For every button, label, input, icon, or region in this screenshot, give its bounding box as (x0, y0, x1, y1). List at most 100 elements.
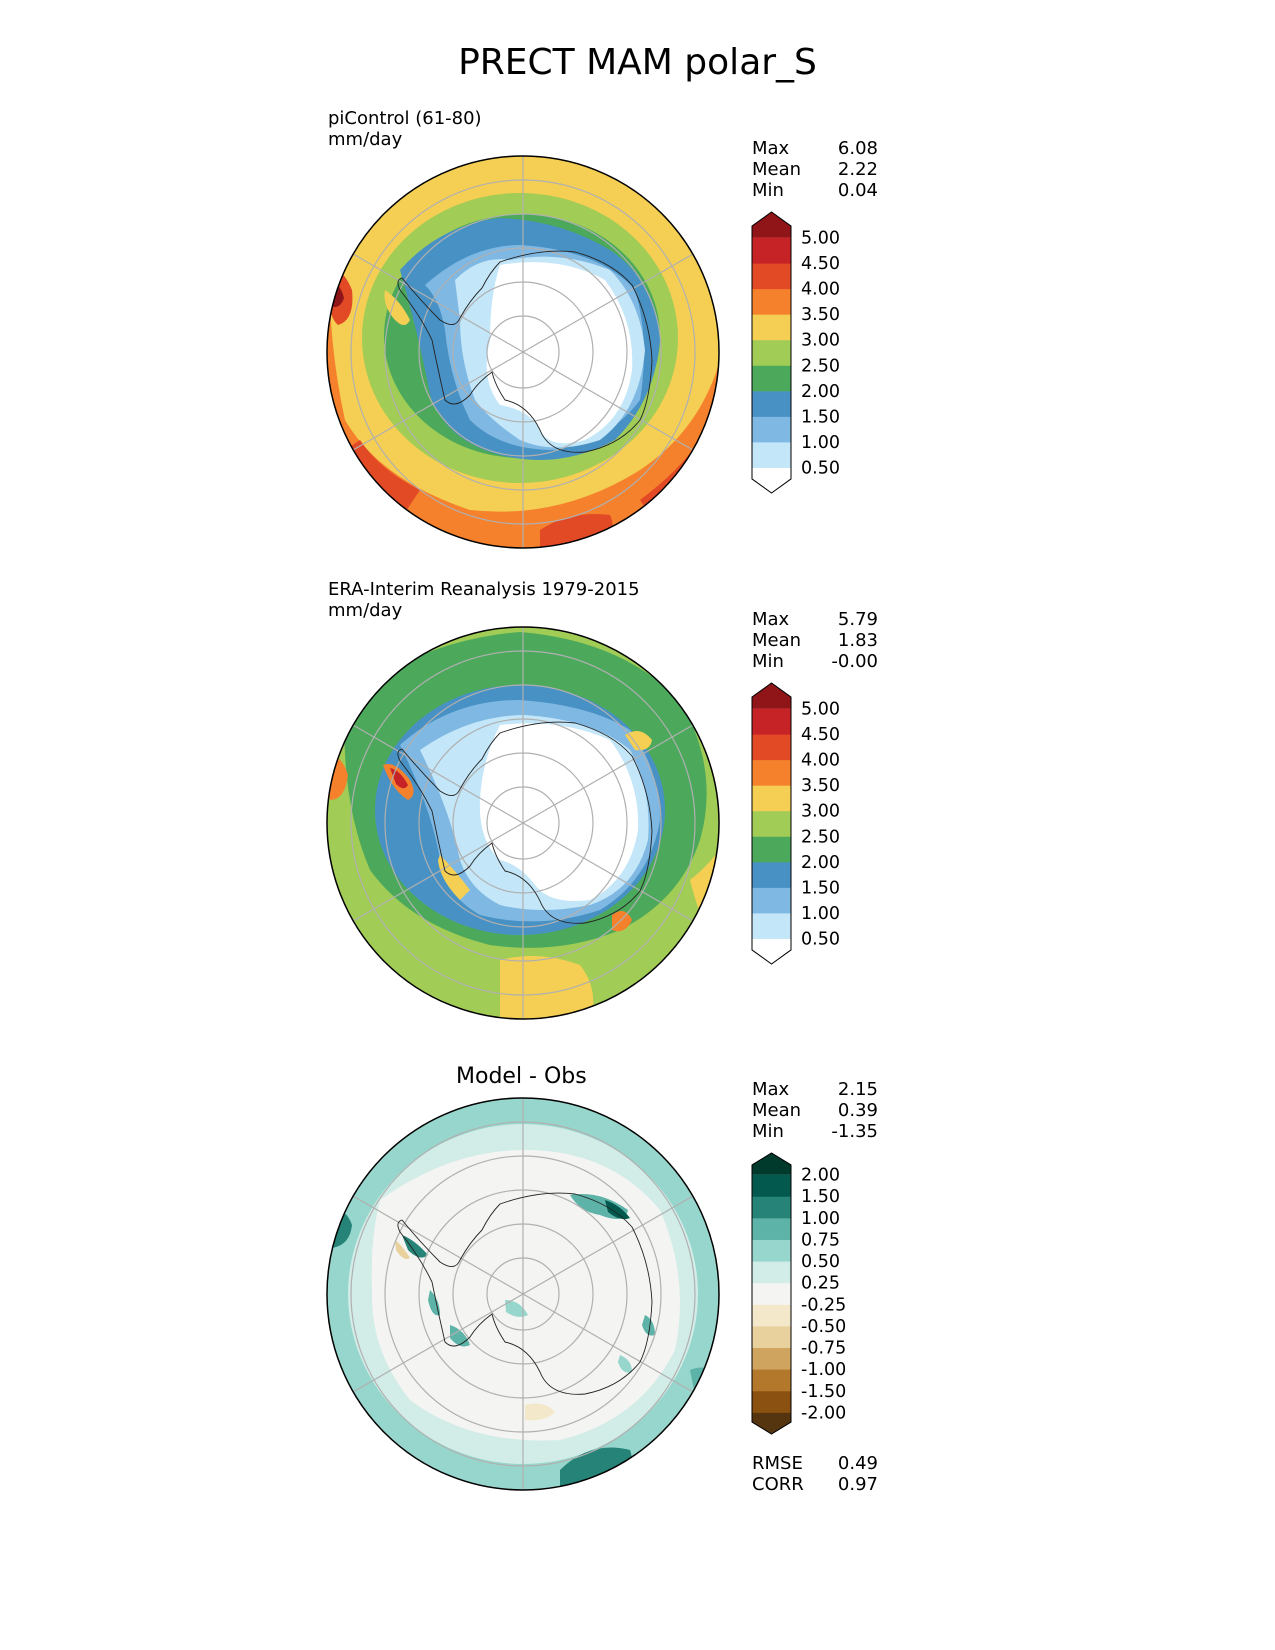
colorbar-swatch (752, 212, 791, 238)
colorbar-outline (751, 211, 792, 494)
map-reference (326, 626, 720, 1020)
colorbar-tick-label: 0.25 (801, 1274, 840, 1294)
colorbar-tick-label: 1.00 (801, 1209, 840, 1229)
colorbar-tick-label: 3.50 (801, 305, 840, 325)
colorbar-tick-label: 0.50 (801, 929, 840, 949)
test-min: 0.04 (837, 180, 878, 201)
ref-units: mm/day (328, 600, 403, 621)
test-max: 6.08 (837, 138, 878, 159)
colorbar-swatch (752, 390, 791, 417)
colorbar-swatch (752, 1174, 791, 1197)
colorbar-tick-label: -0.25 (801, 1295, 846, 1315)
colorbar-tick-label: 4.00 (801, 280, 840, 300)
diff-metrics: RMSE 0.49 CORR 0.97 (752, 1453, 878, 1495)
colorbar-tick-label: 3.00 (801, 331, 840, 351)
colorbar-test: 0.50 1.00 1.50 2.00 2.50 3.00 3.50 4.00 4.50 5.00 (751, 211, 840, 494)
colorbar-tick-label: 0.50 (801, 1252, 840, 1272)
colorbar-outline (751, 682, 792, 965)
colorbar-swatch (752, 288, 791, 315)
colorbar-swatch (752, 365, 791, 392)
ref-name: ERA-Interim Reanalysis 1979-2015 (328, 579, 640, 600)
colorbar-swatch (752, 1196, 791, 1219)
colorbar-tick-label: 4.50 (801, 254, 840, 274)
colorbar-tick-label: 1.50 (801, 1187, 840, 1207)
colorbar-tick-label: 5.00 (801, 229, 840, 249)
colorbar-swatch (752, 416, 791, 443)
colorbar-swatch (752, 1304, 791, 1327)
colorbar-swatch (752, 734, 791, 761)
colorbar-tick-label: 4.50 (801, 725, 840, 745)
diff-corr: 0.97 (837, 1474, 878, 1495)
colorbar-swatch (752, 708, 791, 735)
diff-mean: 0.39 (837, 1100, 878, 1121)
colorbar-tick-label: 3.00 (801, 802, 840, 822)
test-label: piControl (61-80) mm/day (328, 108, 482, 150)
colorbar-swatch (752, 836, 791, 863)
colorbar-swatch (752, 1153, 791, 1175)
ref-stats: Max 5.79 Mean 1.83 Min -0.00 (752, 609, 878, 672)
colorbar-tick-label: 5.00 (801, 700, 840, 720)
colorbar-tick-label: -2.00 (801, 1403, 846, 1423)
colorbar-swatch (752, 1239, 791, 1262)
colorbar-swatch (752, 785, 791, 812)
test-stats: Max 6.08 Mean 2.22 Min 0.04 (752, 138, 878, 201)
colorbar-tick-label: 1.00 (801, 904, 840, 924)
colorbar-tick-label: 2.50 (801, 827, 840, 847)
diff-max: 2.15 (837, 1079, 878, 1100)
colorbar-tick-label: 4.00 (801, 751, 840, 771)
colorbar-swatch (752, 467, 791, 493)
colorbar-swatch (752, 1369, 791, 1392)
diff-min: -1.35 (831, 1121, 878, 1142)
colorbar-tick-label: -1.50 (801, 1382, 846, 1402)
colorbar-tick-label: 2.50 (801, 356, 840, 376)
colorbar-tick-label: -1.00 (801, 1360, 846, 1380)
colorbar-swatch (752, 1217, 791, 1240)
colorbar-tick-label: -0.75 (801, 1339, 846, 1359)
colorbar-tick-label: 0.50 (801, 458, 840, 478)
colorbar-swatch (752, 1261, 791, 1284)
colorbar-tick-label: 1.00 (801, 433, 840, 453)
diff-title: Model - Obs (456, 1064, 587, 1089)
colorbar-swatch (752, 1325, 791, 1349)
colorbar-swatch (752, 759, 791, 786)
colorbar-diff: -2.00-1.50-1.00-0.75-0.50-0.250.250.500.… (751, 1152, 846, 1435)
colorbar-tick-label: 1.50 (801, 407, 840, 427)
colorbar-tick-label: 2.00 (801, 853, 840, 873)
colorbar-reference: 0.50 1.00 1.50 2.00 2.50 3.00 3.50 4.00 4.50 5.00 (751, 682, 840, 965)
map-test (326, 155, 720, 549)
test-name: piControl (61-80) (328, 108, 482, 129)
colorbar-swatch (752, 887, 791, 914)
colorbar-swatch (752, 263, 791, 290)
test-mean: 2.22 (837, 159, 878, 180)
colorbar-tick-label: 2.00 (801, 1166, 840, 1186)
colorbar-swatch (752, 1282, 791, 1305)
colorbar-swatch (752, 441, 791, 468)
colorbar-swatch (752, 861, 791, 888)
colorbar-tick-label: -0.50 (801, 1317, 846, 1337)
colorbar-swatch (752, 339, 791, 366)
test-units: mm/day (328, 129, 403, 150)
ref-mean: 1.83 (837, 630, 878, 651)
colorbar-swatch (752, 1412, 791, 1434)
diff-rmse: 0.49 (837, 1453, 878, 1474)
colorbar-swatch (752, 1347, 791, 1370)
diff-stats: Max 2.15 Mean 0.39 Min -1.35 (752, 1079, 878, 1142)
colorbar-tick-label: 2.00 (801, 382, 840, 402)
figure-title: PRECT MAM polar_S (458, 42, 817, 83)
colorbar-swatch (752, 314, 791, 341)
colorbar-swatch (752, 1390, 791, 1413)
colorbar-swatch (752, 938, 791, 964)
colorbar-tick-label: 1.50 (801, 878, 840, 898)
colorbar-swatch (752, 237, 791, 264)
ref-max: 5.79 (837, 609, 878, 630)
colorbar-swatch (752, 912, 791, 939)
map-diff (326, 1097, 720, 1491)
colorbar-swatch (752, 683, 791, 709)
colorbar-tick-label: 3.50 (801, 776, 840, 796)
colorbar-swatch (752, 810, 791, 837)
ref-min: -0.00 (831, 651, 878, 672)
colorbar-tick-label: 0.75 (801, 1230, 840, 1250)
ref-label: ERA-Interim Reanalysis 1979-2015 mm/day (328, 579, 640, 621)
colorbar-outline (751, 1152, 792, 1435)
